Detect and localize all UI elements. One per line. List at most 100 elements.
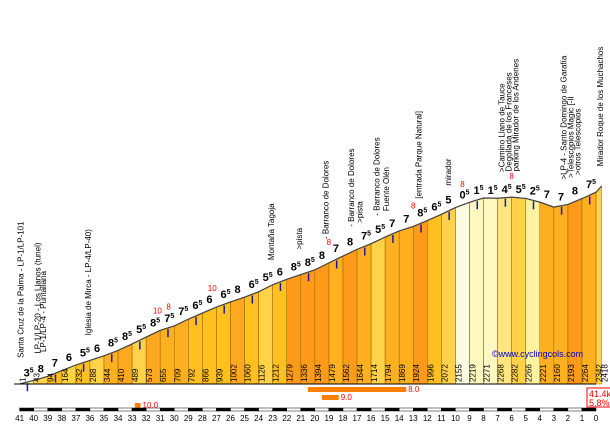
km-tick-label: 11 xyxy=(437,414,446,423)
altitude-label: 792 xyxy=(187,368,196,382)
landmark-label: [entrada Parque Natural] xyxy=(414,111,423,199)
km-tick-label: 39 xyxy=(43,414,52,423)
segment-grade-label: 35 xyxy=(24,367,34,379)
km-tick-label: 18 xyxy=(339,414,348,423)
km-bar-segment xyxy=(525,407,541,412)
altitude-label: 2219 xyxy=(468,364,477,382)
altitude-label: 2072 xyxy=(440,364,449,382)
km-tick-label: 35 xyxy=(100,414,109,423)
segment-grade-label: 5 xyxy=(445,195,451,207)
road-marker xyxy=(139,341,141,350)
km-tick-label: 37 xyxy=(71,414,80,423)
segment-grade-label: 85 xyxy=(150,317,160,329)
altitude-label: 2266 xyxy=(525,364,534,382)
altitude-label: 2342 xyxy=(595,364,604,382)
segment-grade-label: 6 xyxy=(94,343,100,355)
road-marker xyxy=(560,206,563,215)
km-tick-label: 5 xyxy=(523,414,528,423)
road-marker xyxy=(54,374,57,383)
altitude-label: 1126 xyxy=(258,364,267,382)
altitude-label: 1644 xyxy=(356,364,365,382)
km-bar-segment xyxy=(342,407,358,412)
km-bar-segment xyxy=(300,407,316,412)
km-tick-label: 13 xyxy=(409,414,418,423)
max-grade-label: 8 xyxy=(460,180,465,189)
altitude-label: 655 xyxy=(159,368,168,382)
steep-section-label: 9.0 xyxy=(341,393,353,402)
segment-grade-label: 6 xyxy=(66,352,72,364)
km-bar-segment xyxy=(412,407,428,412)
km-bar-segment xyxy=(131,407,147,412)
segment-grade-label: 75 xyxy=(586,179,596,191)
profile-segment xyxy=(441,207,456,385)
km-tick-label: 30 xyxy=(170,414,179,423)
landmark-label: LP-1/LP-20 - Los Llanos (tunel) xyxy=(33,242,42,354)
altitude-label: 1794 xyxy=(384,364,393,382)
landmark-label: >pista xyxy=(355,201,364,223)
landmark-label: Fuente Olén xyxy=(382,167,391,211)
km-tick-label: 33 xyxy=(128,414,137,423)
km-tick-label: 17 xyxy=(353,414,362,423)
altitude-label: 489 xyxy=(131,368,140,382)
km-bar-segment xyxy=(567,407,583,412)
segment-grade-label: 55 xyxy=(263,272,273,284)
profile-segment xyxy=(412,220,428,385)
km-bar-segment xyxy=(483,407,498,412)
segment-grade-label: 55 xyxy=(375,224,385,236)
profile-segment xyxy=(342,248,358,385)
km-tick-label: 12 xyxy=(423,414,432,423)
landmark-label: >otros Telescopios xyxy=(573,109,582,175)
segment-grade-label: 55 xyxy=(516,184,526,196)
km-bar-segment xyxy=(117,407,133,412)
km-tick-label: 8 xyxy=(481,414,486,423)
landmark-label: Mirador Roque de los Muchachos xyxy=(596,47,605,167)
km-bar-segment xyxy=(244,407,259,412)
landmark-label: >Camino Llano de Tauce xyxy=(497,83,506,172)
landmark-label: - Barranco de Dolores xyxy=(347,148,356,226)
km-tick-label: 28 xyxy=(198,414,207,423)
km-bar-segment xyxy=(47,407,63,412)
km-bar-segment xyxy=(174,407,189,412)
segment-grade-label: 65 xyxy=(220,289,230,301)
altitude-label: 164 xyxy=(61,368,70,382)
altitude-label: 1562 xyxy=(342,364,351,382)
km-tick-label: 38 xyxy=(57,414,66,423)
landmark-label: Santa Cruz de la Palma - LP-1/LP-101 xyxy=(17,221,26,358)
road-marker xyxy=(195,317,197,326)
km-tick-label: 26 xyxy=(226,414,235,423)
km-bar-segment xyxy=(328,407,344,412)
profile-segment xyxy=(595,185,602,385)
segment-grade-label: 85 xyxy=(108,337,118,349)
road-marker xyxy=(588,196,591,205)
km-tick-label: 21 xyxy=(296,414,305,423)
landmark-label: >LP-4 - Santo Domingo de Garafía xyxy=(559,55,568,179)
km-tick-label: 23 xyxy=(268,414,277,423)
segment-grade-label: 7 xyxy=(403,213,409,225)
landmark-label: Degollada de los Franceses xyxy=(504,72,513,171)
altitude-label: 1212 xyxy=(272,364,281,382)
segment-grade-label: 65 xyxy=(431,201,441,213)
landmark-labels: Santa Cruz de la Palma - LP-1/LP-101 LP-1… xyxy=(17,47,605,358)
km-tick-label: 29 xyxy=(184,414,193,423)
watermark[interactable]: ©www.cyclingcols.com xyxy=(492,349,583,359)
landmark-label: Montaña Tagoja xyxy=(267,203,276,260)
road-marker xyxy=(26,383,29,392)
max-grade-label: 8 xyxy=(509,172,514,181)
km-bar-segment xyxy=(188,407,203,412)
km-tick-label: 16 xyxy=(367,414,376,423)
landmark-label: >pista xyxy=(295,227,304,249)
km-tick-label: 41 xyxy=(15,414,24,423)
km-tick-label: 31 xyxy=(156,414,165,423)
profile-segment xyxy=(455,201,470,385)
km-tick-label: 40 xyxy=(29,414,38,423)
altitude-label: 344 xyxy=(103,368,112,382)
km-tick-label: 32 xyxy=(142,414,151,423)
km-bar-segment xyxy=(61,407,77,412)
segment-grade-label: 85 xyxy=(417,208,427,220)
km-bar-segment xyxy=(581,407,597,412)
altitude-label: 1714 xyxy=(370,364,379,382)
km-tick-label: 9 xyxy=(467,414,472,423)
road-marker xyxy=(307,273,310,282)
steep-section-label: 8.0 xyxy=(408,385,420,394)
